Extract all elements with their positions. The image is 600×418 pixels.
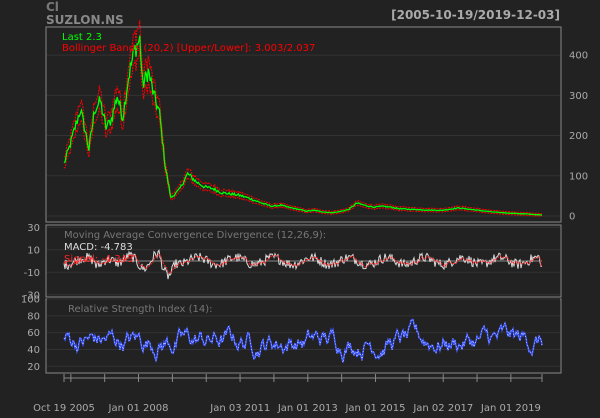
bollinger-upper-line — [63, 19, 543, 215]
rsi-tick-label: 60 — [27, 328, 40, 339]
macd-signal-line — [63, 253, 542, 274]
price-tick-label: 400 — [569, 51, 588, 62]
macd-panel: -30 -10 10 30 Moving Average Convergence Di… — [24, 223, 562, 302]
macd-panel-frame — [45, 224, 562, 298]
price-legend-last: Last 2.3 — [62, 32, 102, 43]
x-tick-label: Jan 02 2017 — [412, 403, 473, 414]
rsi-panel: 20 40 60 80 100 Relative Strength Index (14)… — [21, 295, 562, 374]
price-tick-label: 300 — [569, 91, 588, 102]
x-tick-label: Jan 01 2008 — [108, 403, 169, 414]
macd-tick-label: -10 — [24, 268, 40, 279]
x-tick-label: Oct 19 2005 — [33, 403, 95, 414]
price-panel-frame — [45, 26, 562, 223]
price-series — [63, 19, 543, 217]
rsi-series — [63, 318, 543, 364]
chart-title: SUZLON.NS — [46, 13, 124, 27]
price-tick-label: 100 — [569, 171, 588, 182]
x-tick-label: Jan 01 2015 — [344, 403, 405, 414]
macd-legend-signal: Signal: -4.343 — [64, 254, 134, 265]
x-axis: Oct 19 2005 Jan 01 2008 Jan 03 2011 Jan 01 … — [33, 374, 543, 414]
x-tick-label: Jan 03 2011 — [209, 403, 270, 414]
date-range: [2005-10-19/2019-12-03] — [391, 8, 560, 22]
rsi-tick-label: 20 — [27, 362, 40, 373]
price-legend-bands: Bollinger Bands (20,2) [Upper/Lower]: 3.… — [62, 43, 315, 54]
x-tick-label: Jan 01 2019 — [480, 403, 541, 414]
macd-tick-label: 30 — [27, 223, 40, 234]
bollinger-lower-line — [63, 51, 542, 217]
x-tick-label: Jan 01 2013 — [277, 403, 338, 414]
macd-title: Moving Average Convergence Divergence (1… — [64, 230, 326, 241]
rsi-title: Relative Strength Index (14): — [68, 304, 213, 315]
price-tick-label: 0 — [569, 211, 575, 222]
macd-tick-label: -30 — [24, 290, 40, 301]
price-axis: 0 100 200 300 400 — [569, 51, 588, 223]
rsi-line — [63, 318, 543, 364]
rsi-tick-label: 80 — [27, 311, 40, 322]
rsi-grid — [47, 298, 560, 367]
rsi-axis: 20 40 60 80 100 — [21, 295, 40, 373]
symbol-prefix: Cl — [46, 0, 59, 14]
macd-series — [63, 249, 542, 280]
macd-axis: -30 -10 10 30 — [24, 223, 40, 302]
rsi-tick-label: 100 — [21, 295, 40, 306]
price-tick-label: 200 — [569, 131, 588, 142]
price-panel: 0 100 200 300 400 Last 2.3 Bollinger Bands (… — [45, 19, 588, 223]
rsi-tick-label: 40 — [27, 345, 40, 356]
macd-tick-label: 10 — [27, 245, 40, 256]
macd-line — [63, 249, 542, 280]
macd-grid — [47, 226, 560, 296]
price-line — [63, 35, 543, 216]
macd-legend-macd: MACD: -4.783 — [64, 242, 133, 253]
